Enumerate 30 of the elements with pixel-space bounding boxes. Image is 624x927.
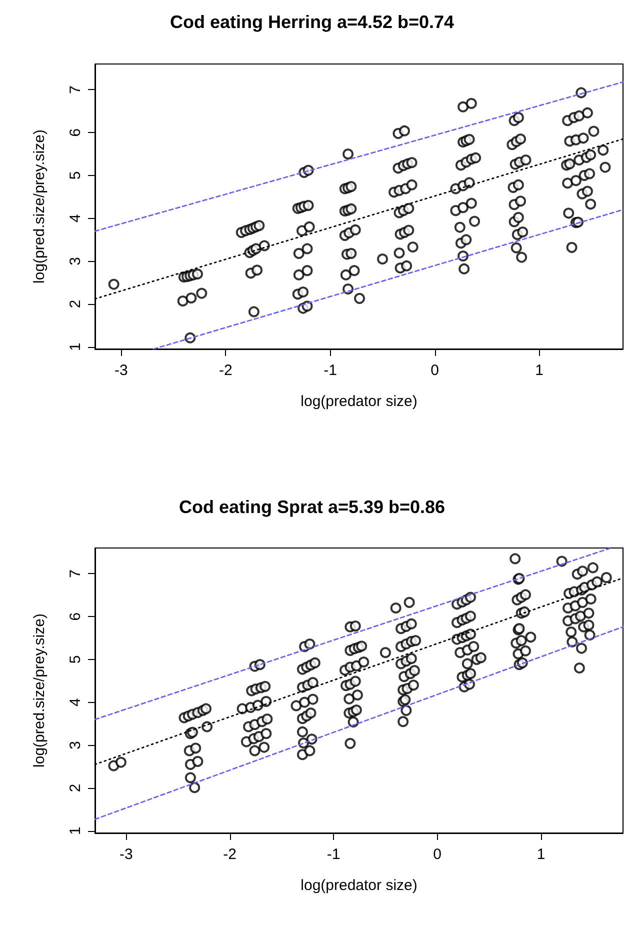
x-tick-label: -2 xyxy=(219,362,232,379)
y-axis-title: log(pred.size/prey.size) xyxy=(31,130,48,284)
y-tick-label: 4 xyxy=(67,698,84,706)
chart-title: Cod eating Herring a=4.52 b=0.74 xyxy=(170,12,454,32)
y-tick-label: 5 xyxy=(67,655,84,664)
x-tick-label: 1 xyxy=(536,846,546,863)
x-tick-label: 0 xyxy=(433,846,442,863)
x-axis-title: log(predator size) xyxy=(300,877,418,894)
y-tick-label: 2 xyxy=(67,300,84,308)
y-tick-label: 5 xyxy=(67,171,84,180)
y-tick-label: 4 xyxy=(67,214,84,222)
x-tick-label: -1 xyxy=(324,362,337,379)
y-axis-title: log(pred.size/prey.size) xyxy=(31,614,48,768)
x-axis-title: log(predator size) xyxy=(300,393,418,410)
x-tick-label: 0 xyxy=(430,362,439,379)
x-tick-label: -1 xyxy=(326,846,340,863)
x-tick-label: -3 xyxy=(119,846,133,863)
y-tick-label: 3 xyxy=(67,256,84,266)
y-tick-label: 2 xyxy=(67,784,84,792)
y-tick-label: 3 xyxy=(67,740,84,750)
y-tick-label: 6 xyxy=(67,612,84,621)
x-tick-label: -3 xyxy=(114,362,128,379)
y-tick-label: 1 xyxy=(67,826,84,836)
y-tick-label: 7 xyxy=(67,86,84,94)
y-tick-label: 6 xyxy=(67,128,84,137)
x-tick-label: -2 xyxy=(223,846,237,863)
y-tick-label: 1 xyxy=(67,342,84,352)
x-tick-label: 1 xyxy=(535,362,544,379)
chart-title: Cod eating Sprat a=5.39 b=0.86 xyxy=(178,497,446,517)
y-tick-label: 7 xyxy=(67,570,84,578)
